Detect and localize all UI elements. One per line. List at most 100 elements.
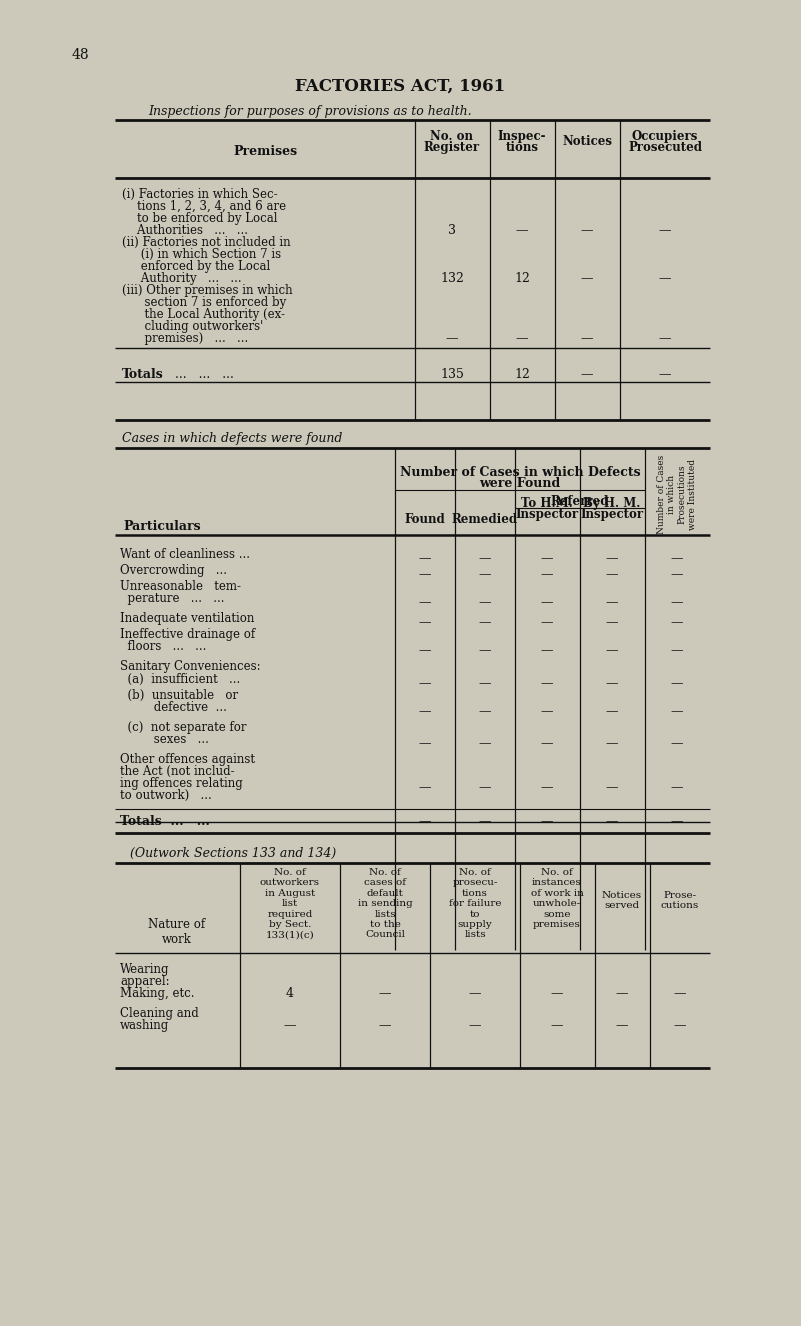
Text: (iii) Other premises in which: (iii) Other premises in which: [122, 284, 292, 297]
Text: Number of Cases in which Defects: Number of Cases in which Defects: [400, 465, 640, 479]
Text: —: —: [419, 705, 431, 717]
Text: —: —: [541, 678, 553, 690]
Text: Inspector: Inspector: [515, 508, 578, 521]
Text: apparel:: apparel:: [120, 975, 170, 988]
Text: —: —: [445, 332, 458, 345]
Text: —: —: [551, 1018, 563, 1032]
Text: —: —: [419, 678, 431, 690]
Text: Unreasonable   tem-: Unreasonable tem-: [120, 579, 241, 593]
Text: —: —: [516, 224, 528, 237]
Text: —: —: [516, 332, 528, 345]
Text: —: —: [551, 987, 563, 1000]
Text: (i) Factories in which Sec-: (i) Factories in which Sec-: [122, 188, 278, 202]
Text: —: —: [606, 737, 618, 751]
Text: —: —: [379, 1018, 391, 1032]
Text: Inspec-: Inspec-: [497, 130, 546, 143]
Text: Prose-
cutions: Prose- cutions: [661, 891, 699, 911]
Text: sexes   ...: sexes ...: [120, 733, 209, 747]
Text: (Outwork Sections 133 and 134): (Outwork Sections 133 and 134): [130, 847, 336, 861]
Text: Found: Found: [405, 513, 445, 526]
Text: —: —: [606, 644, 618, 656]
Text: washing: washing: [120, 1018, 169, 1032]
Text: —: —: [479, 737, 491, 751]
Text: No. of
cases of
default
in sending
lists
to the
Council: No. of cases of default in sending lists…: [357, 869, 413, 939]
Text: Want of cleanliness ...: Want of cleanliness ...: [120, 548, 250, 561]
Text: Inadequate ventilation: Inadequate ventilation: [120, 613, 255, 625]
Text: —: —: [670, 737, 683, 751]
Text: —: —: [419, 815, 431, 827]
Text: Premises: Premises: [233, 145, 297, 158]
Text: —: —: [541, 617, 553, 629]
Text: —: —: [670, 552, 683, 565]
Text: —: —: [581, 272, 594, 285]
Text: Occupiers: Occupiers: [632, 130, 698, 143]
Text: FACTORIES ACT, 1961: FACTORIES ACT, 1961: [295, 78, 505, 95]
Text: Cases in which defects were found: Cases in which defects were found: [122, 432, 342, 446]
Text: —: —: [658, 272, 671, 285]
Text: (ii) Factories not included in: (ii) Factories not included in: [122, 236, 291, 249]
Text: 12: 12: [514, 369, 530, 381]
Text: —: —: [541, 781, 553, 794]
Text: —: —: [469, 1018, 481, 1032]
Text: Cleaning and: Cleaning and: [120, 1006, 199, 1020]
Text: —: —: [419, 781, 431, 794]
Text: Wearing: Wearing: [120, 963, 170, 976]
Text: No. of
outworkers
in August
list
required
by Sect.
133(1)(c): No. of outworkers in August list require…: [260, 869, 320, 939]
Text: (i) in which Section 7 is: (i) in which Section 7 is: [122, 248, 281, 261]
Text: —: —: [658, 369, 671, 381]
Text: Totals  ...   ...: Totals ... ...: [120, 815, 210, 827]
Text: —: —: [284, 1018, 296, 1032]
Text: Nature of
work: Nature of work: [148, 918, 206, 945]
Text: the Local Authority (ex-: the Local Authority (ex-: [122, 308, 285, 321]
Text: (c)  not separate for: (c) not separate for: [120, 721, 247, 735]
Text: —: —: [479, 595, 491, 609]
Text: 132: 132: [440, 272, 464, 285]
Text: —: —: [670, 617, 683, 629]
Text: ing offences relating: ing offences relating: [120, 777, 243, 790]
Text: cluding outworkers': cluding outworkers': [122, 320, 264, 333]
Text: section 7 is enforced by: section 7 is enforced by: [122, 296, 286, 309]
Text: —: —: [670, 705, 683, 717]
Text: —: —: [606, 705, 618, 717]
Text: —: —: [606, 815, 618, 827]
Text: —: —: [541, 552, 553, 565]
Text: Number of Cases
in which
Prosecutions
were Instituted: Number of Cases in which Prosecutions we…: [657, 455, 697, 533]
Text: —: —: [670, 815, 683, 827]
Text: —: —: [479, 815, 491, 827]
Text: —: —: [670, 678, 683, 690]
Text: perature   ...   ...: perature ... ...: [120, 591, 224, 605]
Text: —: —: [479, 781, 491, 794]
Text: —: —: [674, 1018, 686, 1032]
Text: —: —: [581, 224, 594, 237]
Text: 3: 3: [448, 224, 456, 237]
Text: 135: 135: [440, 369, 464, 381]
Text: To H.M.: To H.M.: [521, 497, 573, 511]
Text: —: —: [670, 595, 683, 609]
Text: Notices: Notices: [562, 135, 612, 149]
Text: Ineffective drainage of: Ineffective drainage of: [120, 629, 256, 640]
Text: —: —: [674, 987, 686, 1000]
Text: Inspections for purposes of provisions as to health.: Inspections for purposes of provisions a…: [148, 105, 472, 118]
Text: —: —: [616, 1018, 628, 1032]
Text: —: —: [479, 705, 491, 717]
Text: —: —: [581, 369, 594, 381]
Text: —: —: [419, 595, 431, 609]
Text: —: —: [541, 815, 553, 827]
Text: tions 1, 2, 3, 4, and 6 are: tions 1, 2, 3, 4, and 6 are: [122, 200, 286, 213]
Text: —: —: [658, 224, 671, 237]
Text: —: —: [670, 568, 683, 581]
Text: —: —: [606, 552, 618, 565]
Text: Register: Register: [424, 141, 480, 154]
Text: —: —: [419, 552, 431, 565]
Text: —: —: [606, 595, 618, 609]
Text: —: —: [658, 332, 671, 345]
Text: Authorities   ...   ...: Authorities ... ...: [122, 224, 248, 237]
Text: Authority   ...   ...: Authority ... ...: [122, 272, 242, 285]
Text: Making, etc.: Making, etc.: [120, 987, 195, 1000]
Text: —: —: [581, 332, 594, 345]
Text: floors   ...   ...: floors ... ...: [120, 640, 207, 652]
Text: —: —: [606, 617, 618, 629]
Text: 12: 12: [514, 272, 530, 285]
Text: to outwork)   ...: to outwork) ...: [120, 789, 211, 802]
Text: Particulars: Particulars: [123, 520, 200, 533]
